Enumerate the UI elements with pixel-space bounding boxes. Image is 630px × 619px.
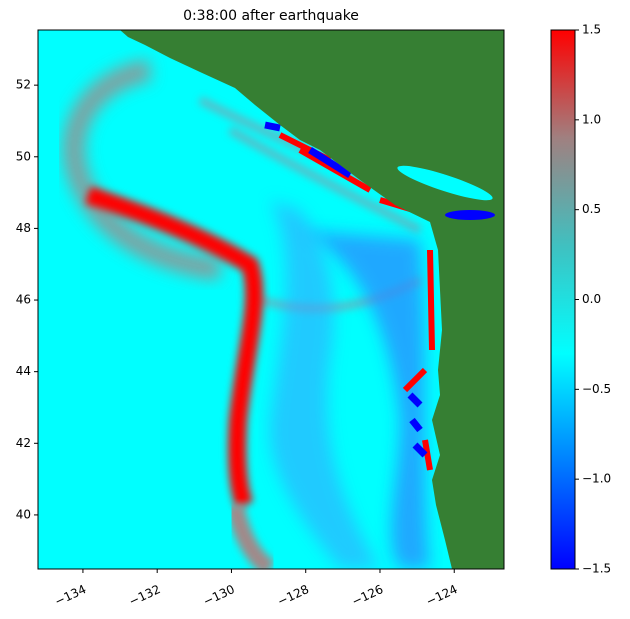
colorbar-tick-label: −1.0 bbox=[582, 472, 611, 486]
colorbar-tick-label: −0.5 bbox=[582, 382, 611, 396]
chart-title: 0:38:00 after earthquake bbox=[183, 8, 359, 24]
x-tick-label: −134 bbox=[53, 582, 89, 609]
wave-front-arc bbox=[62, 59, 222, 281]
colorbar-tick-label: 1.0 bbox=[582, 112, 601, 126]
trough-zone bbox=[300, 230, 430, 569]
field bbox=[38, 30, 504, 569]
x-tick-label: −124 bbox=[424, 582, 460, 609]
y-tick-label: 40 bbox=[16, 507, 31, 521]
y-tick-label: 50 bbox=[16, 149, 31, 163]
strait-trough bbox=[445, 210, 495, 220]
trough-zone bbox=[269, 200, 380, 569]
colorbar-tick-label: −1.5 bbox=[582, 562, 611, 576]
y-tick-label: 52 bbox=[16, 78, 31, 92]
colorbar bbox=[550, 29, 576, 570]
x-tick-label: −130 bbox=[201, 582, 237, 609]
colorbar-tick-label: 0.0 bbox=[582, 292, 601, 306]
y-tick-label: 42 bbox=[16, 436, 31, 450]
x-tick-label: −126 bbox=[350, 582, 386, 609]
land bbox=[120, 30, 504, 569]
axes-frame bbox=[37, 29, 505, 570]
x-tick-label: −132 bbox=[127, 582, 163, 609]
x-tick-label: −128 bbox=[275, 582, 311, 609]
colorbar-tick-label: 1.5 bbox=[582, 23, 601, 37]
y-tick-label: 44 bbox=[16, 364, 31, 378]
crest-tail bbox=[226, 503, 276, 569]
y-tick-label: 48 bbox=[16, 221, 31, 235]
strait bbox=[397, 165, 493, 201]
colorbar-tick-label: 0.5 bbox=[582, 202, 601, 216]
y-tick-label: 46 bbox=[16, 293, 31, 307]
crest bbox=[85, 186, 264, 510]
